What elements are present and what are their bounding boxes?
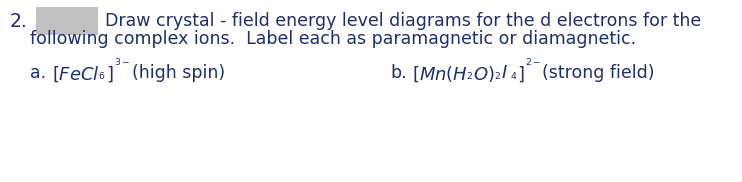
Text: $]$: $]$ (106, 64, 114, 84)
Text: a.: a. (30, 64, 46, 82)
Text: $I$: $I$ (501, 64, 508, 82)
Text: $^{3-}$: $^{3-}$ (114, 58, 131, 71)
Text: following complex ions.  Label each as paramagnetic or diamagnetic.: following complex ions. Label each as pa… (30, 30, 636, 48)
Text: $_6$: $_6$ (98, 69, 105, 82)
Text: $^{2-}$: $^{2-}$ (525, 58, 542, 71)
Text: (high spin): (high spin) (132, 64, 225, 82)
Text: $]$: $]$ (517, 64, 525, 84)
Text: Draw crystal - field energy level diagrams for the d electrons for the: Draw crystal - field energy level diagra… (105, 12, 701, 30)
Text: $_2$: $_2$ (494, 69, 501, 82)
Text: $O)$: $O)$ (473, 64, 495, 84)
Text: (strong field): (strong field) (542, 64, 654, 82)
Text: 2.: 2. (10, 12, 27, 31)
Text: b.: b. (390, 64, 407, 82)
Text: $[FeCl$: $[FeCl$ (52, 64, 99, 84)
Text: $_4$: $_4$ (510, 69, 517, 82)
Text: $[Mn(H$: $[Mn(H$ (412, 64, 468, 84)
FancyBboxPatch shape (36, 7, 98, 35)
Text: $_2$: $_2$ (466, 69, 473, 82)
